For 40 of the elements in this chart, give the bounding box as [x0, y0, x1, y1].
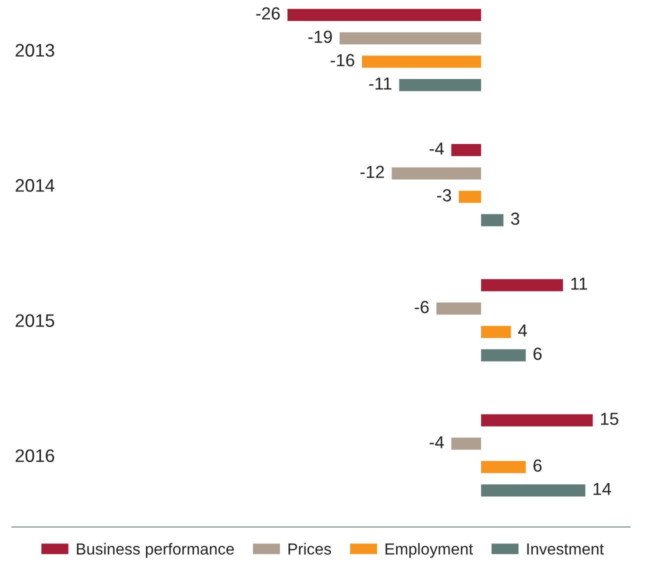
bar	[481, 214, 504, 226]
bar	[481, 484, 586, 497]
data-label: -26	[256, 7, 280, 20]
bar	[481, 414, 593, 426]
data-label: 6	[534, 459, 542, 472]
bar	[362, 56, 482, 68]
data-label: 4	[518, 324, 527, 336]
data-label: 15	[601, 412, 618, 425]
bar	[481, 326, 511, 338]
legend-label: Employment	[386, 542, 473, 558]
bar	[458, 190, 482, 203]
data-label: -19	[308, 30, 332, 43]
data-label: 11	[571, 278, 588, 290]
bar	[340, 32, 482, 44]
data-label: -16	[330, 54, 354, 66]
y-tick-label: 2014	[16, 179, 54, 192]
data-label: -12	[360, 166, 384, 178]
y-tick-label: 2013	[16, 44, 54, 57]
legend-label: Prices	[288, 542, 332, 555]
bar	[392, 167, 482, 180]
bar	[451, 144, 482, 156]
data-label: -4	[430, 142, 444, 155]
data-label: -6	[414, 300, 429, 314]
data-label: -4	[430, 436, 444, 448]
bar	[481, 279, 563, 292]
data-label: -3	[437, 189, 452, 202]
bar	[436, 302, 482, 315]
legend-label: Business performance	[76, 542, 234, 558]
bar	[287, 8, 482, 22]
y-tick-label: 2015	[16, 314, 54, 327]
legend-label: Investment	[527, 544, 604, 555]
bar	[481, 349, 526, 362]
bar	[451, 438, 482, 450]
data-label: 14	[594, 482, 612, 495]
y-tick-label: 2016	[16, 449, 54, 462]
data-label: 3	[511, 212, 520, 225]
data-label: 6	[534, 348, 542, 360]
bar	[481, 460, 526, 474]
data-label: -11	[369, 78, 392, 90]
bar	[399, 78, 482, 92]
